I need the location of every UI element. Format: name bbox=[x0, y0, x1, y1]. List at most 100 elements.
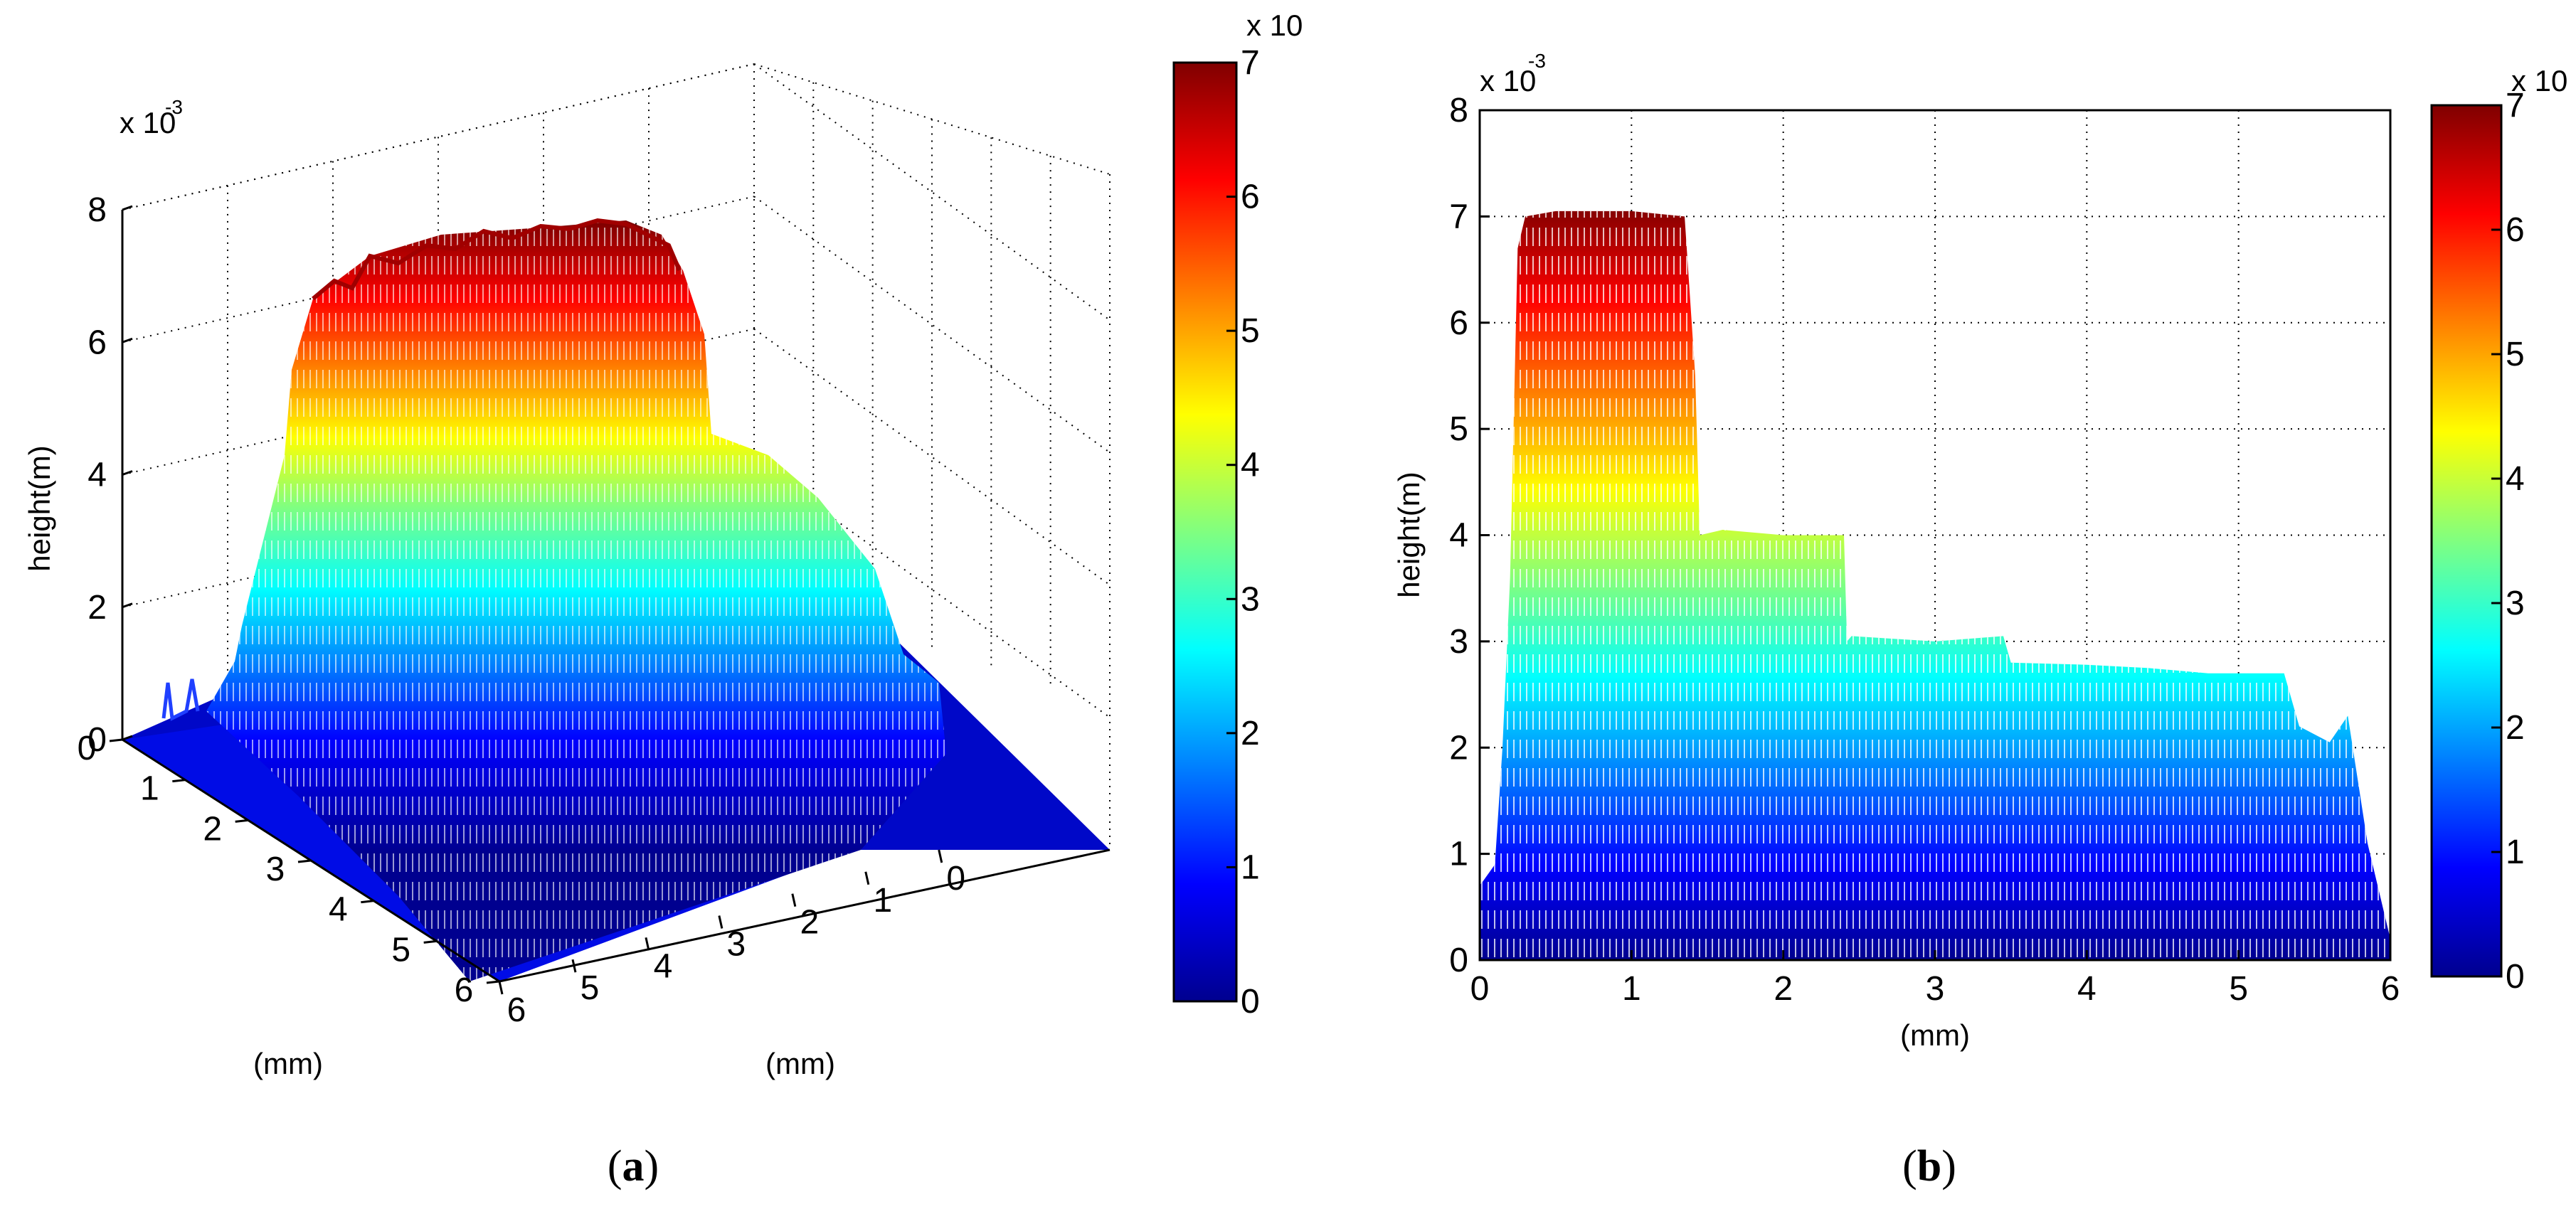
b-x-tick-label: 4 bbox=[2077, 970, 2097, 1008]
a-y-axis-line bbox=[499, 848, 1111, 983]
panel-b-label: (b) bbox=[1902, 1142, 1956, 1191]
a-cbar-tick-label: 0 bbox=[1241, 983, 1260, 1021]
a-x-tick-label: 6 bbox=[455, 971, 474, 1009]
b-y-tick-label: 5 bbox=[1449, 410, 1468, 448]
b-y-tick-label: 8 bbox=[1449, 92, 1468, 129]
b-cbar-tick-label: 4 bbox=[2506, 460, 2525, 498]
b-x-tick-label: 2 bbox=[1774, 970, 1793, 1008]
a-x-tick-label: 4 bbox=[329, 891, 348, 929]
b-x-tick-label: 0 bbox=[1470, 970, 1490, 1008]
surface-edge-spikes bbox=[161, 678, 200, 721]
b-cbar-tick-label: 7 bbox=[2506, 87, 2525, 124]
panel-b-profile-texture bbox=[1480, 211, 2390, 960]
a-x-tick bbox=[235, 819, 248, 823]
a-z-tick bbox=[122, 205, 133, 211]
a-x-tick bbox=[109, 738, 123, 742]
a-z-tick bbox=[122, 735, 133, 741]
a-y-tick bbox=[645, 937, 650, 951]
a-x-tick bbox=[423, 939, 437, 944]
a-y-tick bbox=[791, 893, 797, 907]
a-y-tick bbox=[718, 915, 723, 929]
b-cbar-tick-label: 0 bbox=[2506, 958, 2525, 996]
panel-b-y-exponent-base: x 10 bbox=[1480, 64, 1536, 97]
a-y-tick-label: 5 bbox=[581, 969, 600, 1007]
panel-a-z-axis: 0 2 4 6 8 bbox=[88, 191, 133, 759]
a-y-tick bbox=[938, 849, 943, 863]
a-x-tick bbox=[172, 779, 186, 783]
b-y-tick-label: 6 bbox=[1449, 304, 1468, 342]
a-cbar-tick-label: 7 bbox=[1241, 44, 1260, 82]
panel-b-colorbar bbox=[2430, 104, 2503, 978]
b-y-tick-label: 3 bbox=[1449, 623, 1468, 661]
a-x-tick-label: 5 bbox=[391, 931, 410, 969]
a-cbar-tick-label: 1 bbox=[1241, 848, 1260, 886]
panel-a-xlabel: (mm) bbox=[253, 1047, 323, 1080]
panel-a-y-axis: 0 1 2 3 4 5 6 bbox=[498, 848, 1111, 1029]
a-z-tick-label: 8 bbox=[88, 191, 107, 229]
a-x-tick bbox=[361, 900, 374, 904]
a-z-tick-label: 0 bbox=[88, 721, 107, 759]
surface-ridge bbox=[312, 218, 682, 301]
b-cbar-tick-label: 5 bbox=[2506, 336, 2525, 373]
a-cbar-tick-label: 4 bbox=[1241, 447, 1260, 484]
panel-b-ylabel: height(m) bbox=[1392, 472, 1426, 597]
a-y-tick-label: 3 bbox=[727, 926, 746, 964]
a-cbar-tick-label: 6 bbox=[1241, 179, 1260, 216]
panel-a-x-axis: 0 1 2 3 4 5 6 bbox=[78, 730, 500, 1009]
a-x-tick bbox=[486, 980, 500, 984]
b-x-tick-label: 1 bbox=[1622, 970, 1641, 1008]
panel-a-colorbar bbox=[1172, 61, 1238, 1003]
panel-b-y-exponent-power: -3 bbox=[1528, 50, 1546, 72]
panel-a-label: (a) bbox=[608, 1142, 659, 1191]
b-cbar-tick-label: 2 bbox=[2506, 709, 2525, 747]
a-y-tick-label: 4 bbox=[654, 947, 673, 985]
b-x-tick-label: 3 bbox=[1926, 970, 1945, 1008]
panel-a-colorbar-ticks: 0 1 2 3 4 5 6 7 bbox=[1226, 44, 1260, 1021]
panel-b-colorbar-exponent: x 10 bbox=[2511, 64, 2567, 97]
a-grid-line bbox=[122, 460, 755, 608]
panel-b-letter: b bbox=[1917, 1142, 1941, 1191]
panel-b-colorbar-ticks: 0 1 2 3 4 5 6 7 bbox=[2491, 87, 2525, 996]
a-x-tick-label: 2 bbox=[203, 810, 222, 848]
surface-texture bbox=[206, 220, 946, 981]
a-grid-line bbox=[753, 63, 1111, 321]
a-y-tick-label: 2 bbox=[800, 904, 819, 942]
a-x-tick bbox=[297, 859, 312, 863]
b-x-tick-label: 6 bbox=[2381, 970, 2400, 1008]
panel-a-surface bbox=[122, 218, 1110, 981]
a-y-tick-label: 6 bbox=[507, 991, 526, 1029]
b-y-tick-label: 0 bbox=[1449, 942, 1468, 979]
a-z-tick bbox=[122, 470, 133, 476]
a-z-tick-label: 6 bbox=[88, 324, 107, 361]
a-x-tick-label: 0 bbox=[78, 730, 97, 767]
a-z-tick bbox=[122, 337, 133, 343]
a-grid-line bbox=[753, 196, 1111, 454]
a-y-tick-label: 1 bbox=[873, 882, 892, 920]
panel-a-zlabel: height(m) bbox=[23, 445, 56, 571]
panel-a-colorbar-exponent: x 10 bbox=[1246, 9, 1303, 42]
panel-b-y-ticks: 0 1 2 3 4 5 6 7 8 bbox=[1449, 92, 1490, 979]
b-y-tick-label: 7 bbox=[1449, 198, 1468, 235]
panel-a-z-exponent-power: -3 bbox=[165, 96, 183, 118]
b-y-tick-label: 2 bbox=[1449, 729, 1468, 767]
panel-a-letter: a bbox=[622, 1142, 645, 1191]
panel-b-x-ticks: 0 1 2 3 4 5 6 bbox=[1470, 950, 2400, 1008]
a-z-tick-label: 4 bbox=[88, 457, 107, 494]
b-y-tick-label: 1 bbox=[1449, 836, 1468, 873]
b-cbar-tick-label: 1 bbox=[2506, 833, 2525, 871]
panel-a-z-exponent-base: x 10 bbox=[120, 106, 176, 139]
a-y-tick-label: 0 bbox=[946, 860, 965, 898]
b-cbar-tick-label: 3 bbox=[2506, 585, 2525, 622]
a-y-tick bbox=[498, 981, 504, 995]
a-z-tick-label: 2 bbox=[88, 589, 107, 627]
a-y-tick bbox=[864, 871, 870, 885]
panel-b-xlabel: (mm) bbox=[1900, 1018, 1970, 1052]
a-y-tick bbox=[571, 959, 577, 973]
a-cbar-tick-label: 5 bbox=[1241, 312, 1260, 350]
a-grid-line bbox=[122, 196, 755, 343]
panel-a-ylabel: (mm) bbox=[765, 1047, 835, 1080]
a-cbar-tick-label: 3 bbox=[1241, 580, 1260, 618]
b-x-tick-label: 5 bbox=[2229, 970, 2248, 1008]
